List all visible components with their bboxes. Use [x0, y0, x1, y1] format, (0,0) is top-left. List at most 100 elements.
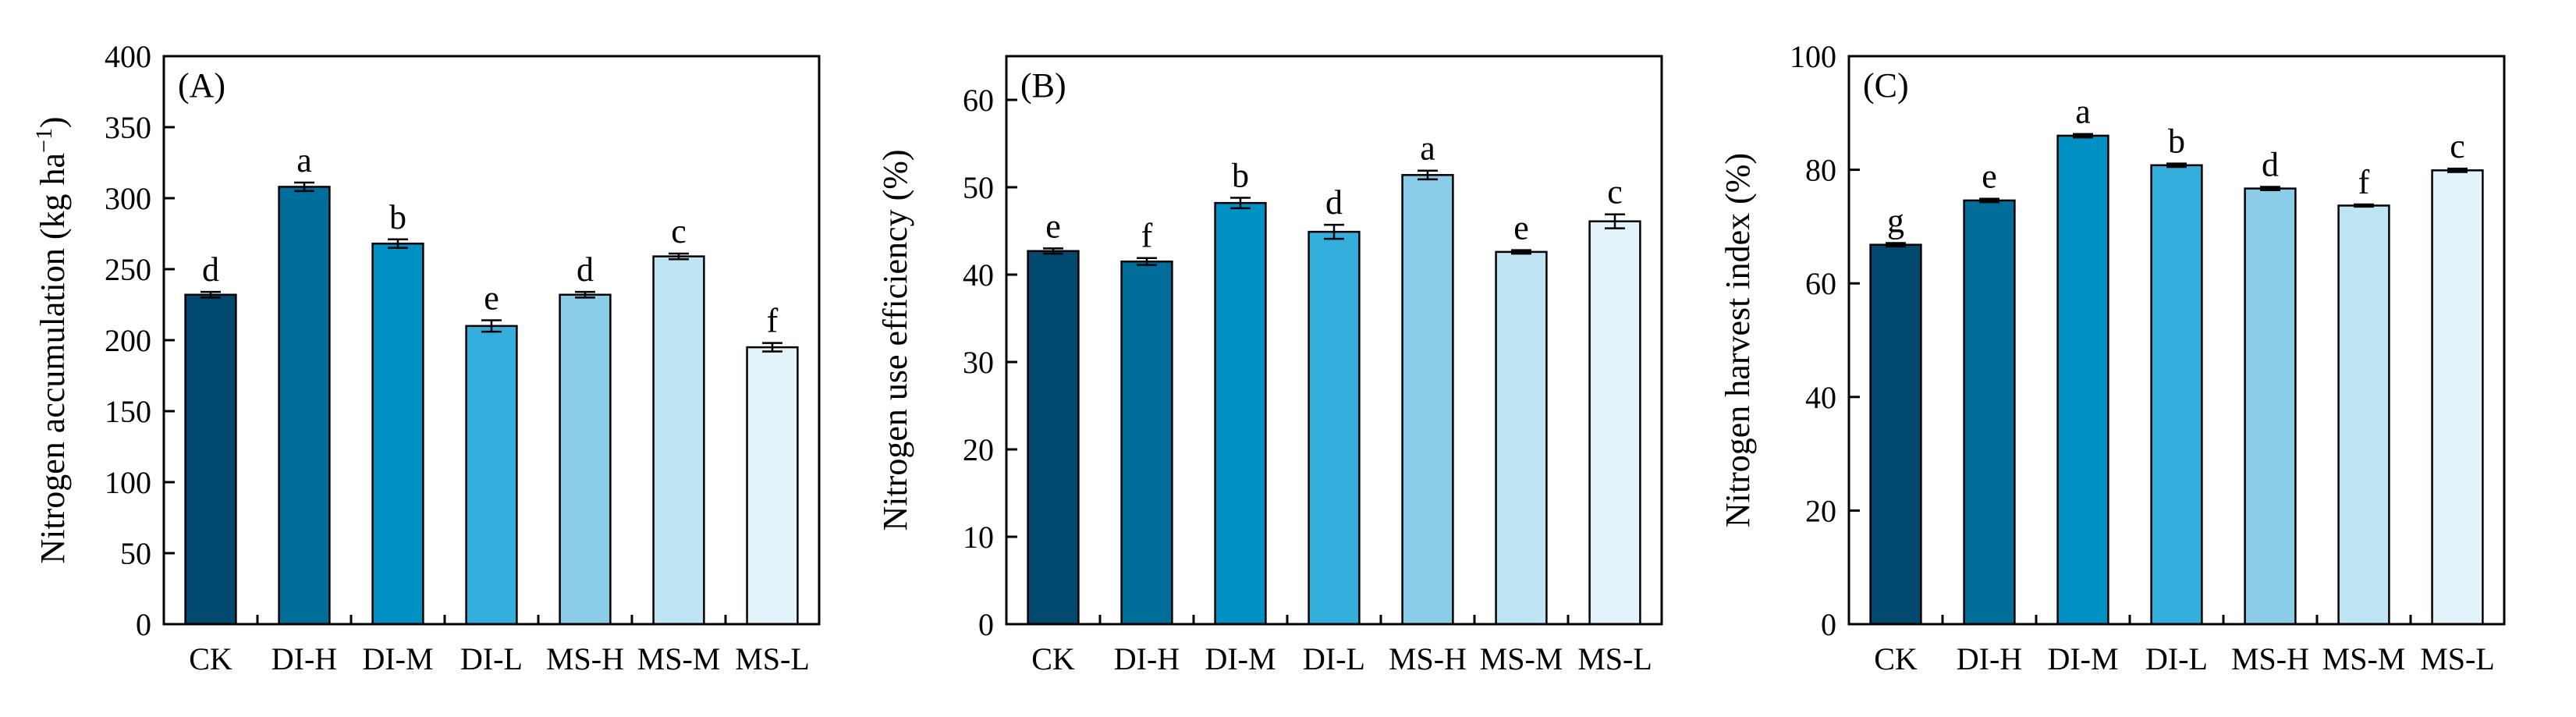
- bar-di-l: [1308, 230, 1361, 626]
- significance-letter: c: [671, 212, 687, 250]
- category-label: MS-M: [1480, 641, 1563, 676]
- bar-di-m: [371, 242, 424, 626]
- significance-letter: f: [1141, 217, 1153, 255]
- y-tick-label: 200: [105, 323, 151, 358]
- panel-tag: (C): [1863, 66, 1909, 105]
- error-bar-ms-l: [762, 342, 782, 353]
- y-tick-label: 0: [978, 607, 994, 642]
- plot-frame: [1005, 55, 1663, 626]
- category-label: DI-H: [271, 641, 337, 676]
- y-axis-label: Nitrogen use efficiency (%): [876, 149, 914, 531]
- bar-ms-m: [652, 255, 705, 626]
- y-tick-label: 20: [1805, 493, 1836, 528]
- y-tick-label: 60: [1805, 266, 1836, 301]
- bar-ms-m: [2337, 204, 2390, 626]
- category-label: MS-M: [2322, 641, 2406, 676]
- significance-letter: b: [1232, 156, 1249, 194]
- y-tick-label: 100: [1790, 39, 1836, 74]
- significance-letter: a: [296, 141, 312, 179]
- y-tick-label: 50: [963, 170, 994, 205]
- error-bar-di-m: [1230, 197, 1251, 210]
- y-axis-label-end: ): [34, 116, 72, 128]
- significance-letter: e: [1513, 209, 1529, 247]
- y-tick-label: 300: [105, 181, 151, 216]
- y-tick-label: 80: [1805, 153, 1836, 188]
- significance-letter: a: [1420, 130, 1435, 168]
- y-tick-label: 20: [963, 432, 994, 467]
- bar-ms-l: [1588, 220, 1641, 626]
- category-label: MS-H: [546, 641, 624, 676]
- panel-c: g CK e DI-H a DI-M b DI-L d MS-H f MS-M c MS-L 0 20 40 60…: [1719, 39, 2506, 676]
- significance-letter: e: [1045, 207, 1061, 245]
- category-label: CK: [1031, 641, 1075, 676]
- category-label: DI-M: [1205, 641, 1276, 676]
- category-label: MS-M: [637, 641, 721, 676]
- y-axis-label: Nitrogen harvest index (%): [1719, 153, 1757, 527]
- y-tick-label: 400: [105, 39, 151, 74]
- y-tick-label: 150: [105, 394, 151, 429]
- category-label: MS-L: [2420, 641, 2495, 676]
- y-tick-label: 40: [1805, 380, 1836, 415]
- bar-ck: [1869, 243, 1922, 626]
- bar-ms-h: [1401, 174, 1454, 626]
- bar-di-h: [1120, 260, 1173, 626]
- y-axis-label-main: Nitrogen harvest index (%): [1719, 153, 1757, 527]
- category-label: DI-L: [460, 641, 523, 676]
- error-bar-ms-m: [2354, 203, 2374, 208]
- bar-ck: [184, 293, 237, 626]
- bar-ms-l: [746, 346, 799, 626]
- bar-di-m: [1214, 201, 1267, 626]
- error-bar-ms-h: [2260, 186, 2280, 192]
- significance-letter: e: [484, 279, 499, 318]
- plot-frame: [1847, 55, 2506, 626]
- bar-di-h: [278, 186, 331, 626]
- category-label: CK: [1874, 641, 1918, 676]
- category-label: MS-H: [1389, 641, 1467, 676]
- bar-di-h: [1963, 199, 2016, 626]
- significance-letter: b: [389, 198, 406, 236]
- significance-letter: d: [577, 250, 594, 289]
- significance-letter: d: [1325, 183, 1343, 222]
- category-label: DI-M: [362, 641, 433, 676]
- panel-b: e CK f DI-H b DI-M d DI-L a MS-H e MS-M c MS-L 0 10 20 30…: [876, 55, 1663, 676]
- panel-tag: (B): [1020, 66, 1066, 105]
- y-tick-label: 40: [963, 257, 994, 293]
- bar-di-m: [2056, 134, 2109, 626]
- y-tick-label: 50: [120, 536, 151, 571]
- y-axis-label-main: Nitrogen accumulation (kg ha: [34, 153, 72, 564]
- category-label: MS-L: [1577, 641, 1652, 676]
- error-bar-di-m: [2073, 133, 2093, 139]
- y-tick-label: 60: [963, 83, 994, 118]
- significance-letter: d: [202, 250, 219, 289]
- significance-letter: c: [1607, 173, 1623, 211]
- error-bar-di-h: [294, 181, 314, 193]
- panel-tag: (A): [178, 66, 225, 105]
- significance-letter: a: [2075, 93, 2091, 131]
- bar-ms-m: [1495, 250, 1548, 626]
- significance-letter: d: [2262, 145, 2279, 183]
- y-tick-label: 0: [1821, 607, 1836, 642]
- panel-a: d CK a DI-H b DI-M e DI-L d MS-H c MS-M f MS-L 0 50 100 1…: [31, 39, 821, 676]
- y-tick-label: 250: [105, 252, 151, 287]
- error-bar-ms-l: [1605, 213, 1625, 229]
- y-tick-label: 10: [963, 520, 994, 555]
- bar-ms-h: [2244, 187, 2297, 626]
- category-label: DI-L: [1303, 641, 1365, 676]
- error-bar-di-l: [481, 319, 502, 333]
- bar-di-l: [465, 325, 518, 626]
- error-bar-ms-h: [575, 290, 595, 299]
- significance-letter: c: [2450, 127, 2465, 165]
- category-label: MS-L: [735, 641, 810, 676]
- error-bar-ms-h: [1418, 169, 1438, 181]
- significance-letter: g: [1887, 202, 1904, 240]
- bar-di-l: [2150, 164, 2203, 626]
- error-bar-ms-l: [2447, 167, 2468, 173]
- bar-ck: [1027, 250, 1080, 626]
- y-axis-label-main: Nitrogen use efficiency (%): [876, 149, 914, 531]
- significance-letter: f: [767, 302, 779, 340]
- error-bar-di-l: [1324, 223, 1344, 240]
- error-bar-di-h: [1137, 257, 1157, 266]
- category-label: CK: [189, 641, 232, 676]
- bar-ms-l: [2431, 169, 2484, 626]
